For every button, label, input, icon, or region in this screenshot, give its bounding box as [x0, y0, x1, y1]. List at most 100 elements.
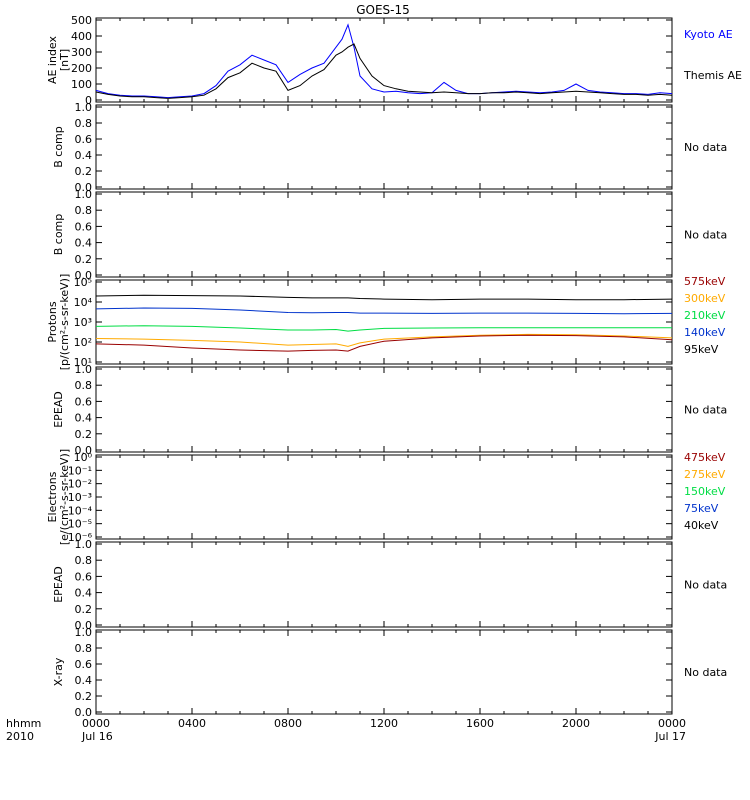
legend-entry: Themis AE: [683, 69, 742, 82]
legend-entry: 75keV: [684, 502, 719, 515]
y-tick-label: 400: [71, 30, 92, 43]
y-axis-label: [e/(cm²-s-sr-keV)]: [58, 449, 71, 545]
time-tick-label: 1600: [466, 717, 494, 730]
date-label: Jul 17: [654, 730, 686, 743]
y-axis-label: [nT]: [58, 49, 71, 71]
no-data-label: No data: [684, 229, 727, 242]
series-line-themis-ae: [95, 43, 673, 99]
date-label: Jul 16: [81, 730, 113, 743]
y-tick-label: 0.8: [75, 379, 93, 392]
time-tick-label: 0000: [82, 717, 110, 730]
y-tick-label: 0.2: [75, 603, 93, 616]
y-tick-label: 1.0: [75, 101, 93, 114]
y-tick-label: 10⁻¹: [68, 464, 92, 477]
y-axis-label: X-ray: [52, 657, 65, 686]
y-tick-label: 1.0: [75, 626, 93, 639]
y-tick-label: 200: [71, 62, 92, 75]
y-tick-label: 0.8: [75, 642, 93, 655]
y-tick-label: 0.0: [75, 706, 93, 719]
y-tick-label: 300: [71, 46, 92, 59]
y-tick-label: 500: [71, 14, 92, 27]
panel-4: 10⁵ 10⁴ 10³ 10² 10¹ Protons [p/(cm²-s-sr-keV)]: [46, 274, 673, 371]
series-line-95keV: [95, 294, 673, 301]
panel-frame: [95, 454, 673, 540]
y-axis-label: B comp: [52, 126, 65, 168]
y-tick-label: 0.4: [75, 237, 93, 250]
y-tick-label: 0.0: [75, 269, 93, 282]
panel-frame: [95, 541, 673, 628]
y-axis-label: Electrons: [46, 471, 59, 522]
time-tick-label: 0400: [178, 717, 206, 730]
legend-entry: 275keV: [684, 468, 726, 481]
y-tick-label: 0.8: [75, 554, 93, 567]
time-tick-label: 1200: [370, 717, 398, 730]
y-axis-label: EPEAD: [52, 391, 65, 428]
panel-frame: [95, 629, 673, 715]
y-tick-label: 0.0: [75, 181, 93, 194]
y-tick-label: 0.4: [75, 674, 93, 687]
y-tick-label: 0.2: [75, 165, 93, 178]
y-tick-label: 1.0: [75, 363, 93, 376]
y-tick-label: 0.2: [75, 690, 93, 703]
panel-frame: [95, 366, 673, 453]
y-axis-label: B comp: [52, 214, 65, 256]
y-tick-label: 0.6: [75, 220, 93, 233]
time-tick-label: 0000: [658, 717, 686, 730]
panel-frame: [95, 191, 673, 278]
legend-entry: 575keV: [684, 275, 726, 288]
panel-1: 500 400 300 200 100 0 AE index [nT]: [46, 14, 673, 107]
panels-layer: 500 400 300 200 100 0 AE index [nT] 1.0 0.8 0.6 0.4…: [46, 14, 742, 719]
time-tick-label: 0800: [274, 717, 302, 730]
y-tick-label: 10⁻³: [68, 491, 92, 504]
y-tick-label: 0.2: [75, 253, 93, 266]
y-tick-label: 10⁰: [74, 451, 93, 464]
y-tick-label: 0.6: [75, 658, 93, 671]
y-axis-label: Protons: [46, 301, 59, 342]
panel-frame: [95, 279, 673, 365]
legend-entry: 140keV: [684, 326, 726, 339]
y-tick-label: 0.4: [75, 587, 93, 600]
time-tick-label: 2000: [562, 717, 590, 730]
legend-entry: 150keV: [684, 485, 726, 498]
y-tick-label: 10⁴: [74, 296, 93, 309]
panel-3: 1.0 0.8 0.6 0.4 0.2 0.0 B comp No data: [52, 188, 727, 282]
y-tick-label: 10⁻⁵: [68, 518, 92, 531]
y-tick-label: 0.0: [75, 619, 93, 632]
y-tick-label: 10⁻⁴: [68, 504, 93, 517]
series-line-575keV: [95, 334, 673, 352]
y-tick-label: 10⁻²: [68, 478, 92, 491]
y-tick-label: 1.0: [75, 188, 93, 201]
y-tick-label: 0.8: [75, 204, 93, 217]
series-line-kyoto-ae: [95, 23, 673, 99]
legend-entry: Kyoto AE: [684, 28, 733, 41]
time-format-label: hhmm: [6, 717, 41, 730]
y-tick-label: 0.6: [75, 395, 93, 408]
legend-entry: 475keV: [684, 451, 726, 464]
y-tick-label: 0.8: [75, 117, 93, 130]
panel-2: 1.0 0.8 0.6 0.4 0.2 0.0 B comp No data: [52, 101, 727, 194]
legend-entry: 40keV: [684, 519, 719, 532]
y-tick-label: 0.6: [75, 133, 93, 146]
y-axis-label: AE index: [46, 35, 59, 84]
panel-frame: [95, 104, 673, 190]
figure-title: GOES-15: [356, 3, 410, 17]
y-tick-label: 10¹: [74, 356, 92, 369]
y-tick-label: 0.0: [75, 444, 93, 457]
panel-8: 1.0 0.8 0.6 0.4 0.2 0.0 X-ray No data: [52, 626, 727, 719]
no-data-label: No data: [684, 141, 727, 154]
legend-entry: 300keV: [684, 292, 726, 305]
y-tick-label: 10⁵: [74, 276, 92, 289]
y-tick-label: 10⁻⁶: [68, 531, 93, 544]
series-line-140keV: [95, 307, 673, 315]
no-data-label: No data: [684, 579, 727, 592]
y-tick-label: 0.6: [75, 570, 93, 583]
no-data-label: No data: [684, 666, 727, 679]
y-tick-label: 10²: [74, 336, 92, 349]
legend-entry: 95keV: [684, 343, 719, 356]
y-axis-label: [p/(cm²-s-sr-keV)]: [58, 274, 71, 371]
y-tick-label: 0.2: [75, 428, 93, 441]
series-line-210keV: [95, 325, 672, 332]
series-line-300keV: [95, 333, 673, 347]
